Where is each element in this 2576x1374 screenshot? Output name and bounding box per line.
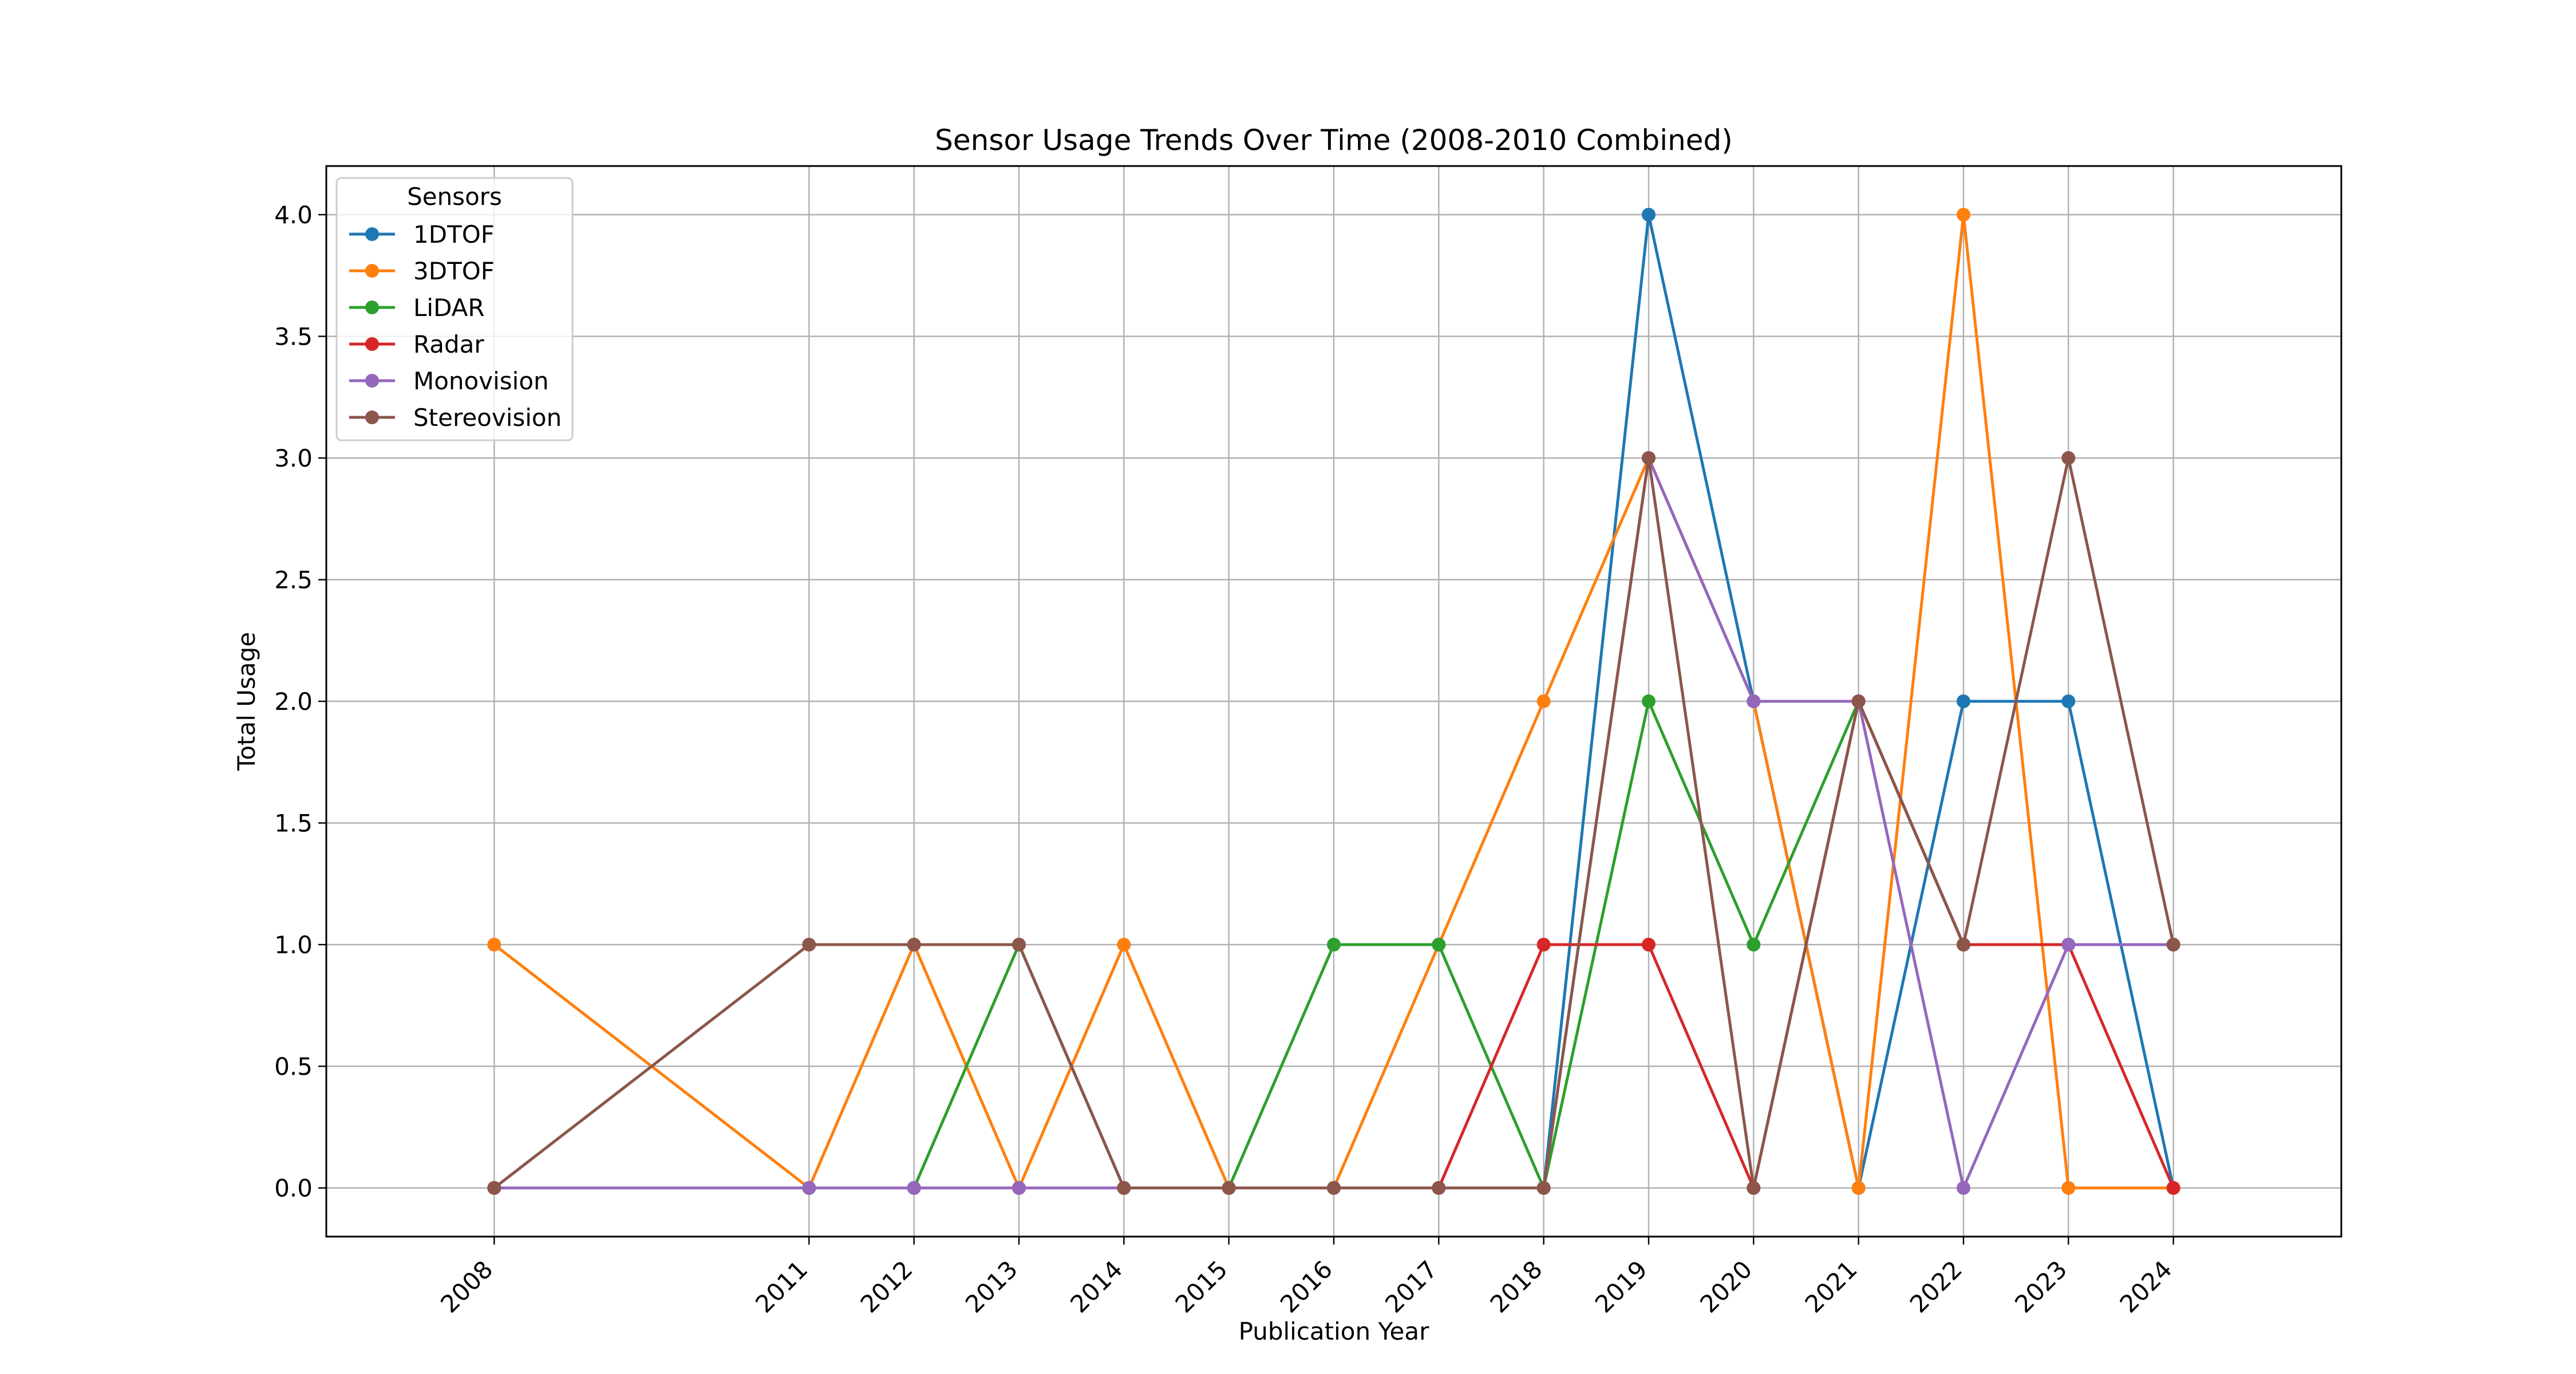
y-tick-label: 2.0 bbox=[274, 688, 313, 716]
data-point-3dtof bbox=[2061, 1181, 2076, 1195]
data-point-stereovision bbox=[1957, 938, 1970, 951]
legend-label-stereovision: Stereovision bbox=[413, 404, 562, 432]
data-point-stereovision bbox=[907, 938, 921, 951]
y-tick-label: 4.0 bbox=[274, 201, 313, 229]
data-point-lidar bbox=[1432, 938, 1446, 951]
data-point-1dtof bbox=[1957, 694, 1970, 708]
y-tick-label: 0.5 bbox=[274, 1053, 313, 1081]
data-point-stereovision bbox=[1432, 1181, 1446, 1195]
data-point-stereovision bbox=[1851, 694, 1866, 708]
chart-title: Sensor Usage Trends Over Time (2008-2010… bbox=[935, 124, 1733, 157]
data-point-stereovision bbox=[1642, 451, 1656, 465]
data-point-monovision bbox=[907, 1181, 921, 1195]
data-point-stereovision bbox=[1222, 1181, 1236, 1195]
data-point-monovision bbox=[2061, 938, 2076, 951]
data-point-3dtof bbox=[1117, 938, 1131, 951]
y-tick-label: 3.0 bbox=[274, 444, 313, 472]
y-tick-label: 0.0 bbox=[274, 1174, 313, 1202]
data-point-stereovision bbox=[1747, 1181, 1761, 1195]
legend-swatch-marker-monovision bbox=[365, 374, 379, 388]
legend-swatch-marker-lidar bbox=[365, 301, 379, 314]
y-tick-label: 1.0 bbox=[274, 931, 313, 959]
legend-swatch-marker-stereovision bbox=[365, 410, 379, 424]
data-point-stereovision bbox=[1536, 1181, 1551, 1195]
legend-label-monovision: Monovision bbox=[413, 367, 549, 395]
legend-label-3dtof: 3DTOF bbox=[413, 257, 495, 285]
y-axis-label: Total Usage bbox=[232, 632, 260, 771]
legend: Sensors 1DTOF 3DTOF LiDAR Radar Monovision St… bbox=[335, 177, 574, 441]
data-point-1dtof bbox=[2061, 694, 2076, 708]
data-point-radar bbox=[1642, 938, 1656, 951]
legend-label-1dtof: 1DTOF bbox=[413, 220, 495, 248]
data-point-radar bbox=[2166, 1181, 2180, 1195]
data-point-stereovision bbox=[2166, 938, 2180, 951]
data-point-stereovision bbox=[487, 1181, 501, 1195]
legend-swatch-marker-1dtof bbox=[365, 227, 379, 241]
legend-label-lidar: LiDAR bbox=[413, 294, 485, 322]
y-tick-label: 1.5 bbox=[274, 810, 313, 838]
data-point-lidar bbox=[1642, 694, 1656, 708]
data-point-3dtof bbox=[1851, 1181, 1866, 1195]
data-point-3dtof bbox=[1957, 208, 1970, 222]
data-point-3dtof bbox=[487, 938, 501, 951]
legend-swatch-marker-3dtof bbox=[365, 264, 379, 278]
data-point-monovision bbox=[802, 1181, 816, 1195]
data-point-lidar bbox=[1747, 938, 1761, 951]
y-tick-label: 3.5 bbox=[274, 323, 313, 351]
legend-box bbox=[335, 177, 574, 441]
data-point-monovision bbox=[1957, 1181, 1970, 1195]
data-point-lidar bbox=[1327, 938, 1341, 951]
y-tick-label: 2.5 bbox=[274, 566, 313, 594]
data-point-stereovision bbox=[1012, 938, 1026, 951]
data-point-stereovision bbox=[1327, 1181, 1341, 1195]
legend-title: Sensors bbox=[407, 183, 502, 211]
data-point-monovision bbox=[1012, 1181, 1026, 1195]
data-point-monovision bbox=[1747, 694, 1761, 708]
data-point-stereovision bbox=[1117, 1181, 1131, 1195]
data-point-3dtof bbox=[1536, 694, 1551, 708]
data-point-stereovision bbox=[802, 938, 816, 951]
series-lines bbox=[487, 208, 2180, 1195]
data-point-radar bbox=[1536, 938, 1551, 951]
legend-swatch-marker-radar bbox=[365, 337, 379, 351]
data-point-stereovision bbox=[2061, 451, 2076, 465]
x-axis-label: Publication Year bbox=[1239, 1317, 1429, 1345]
data-point-1dtof bbox=[1642, 208, 1656, 222]
legend-label-radar: Radar bbox=[413, 330, 484, 358]
